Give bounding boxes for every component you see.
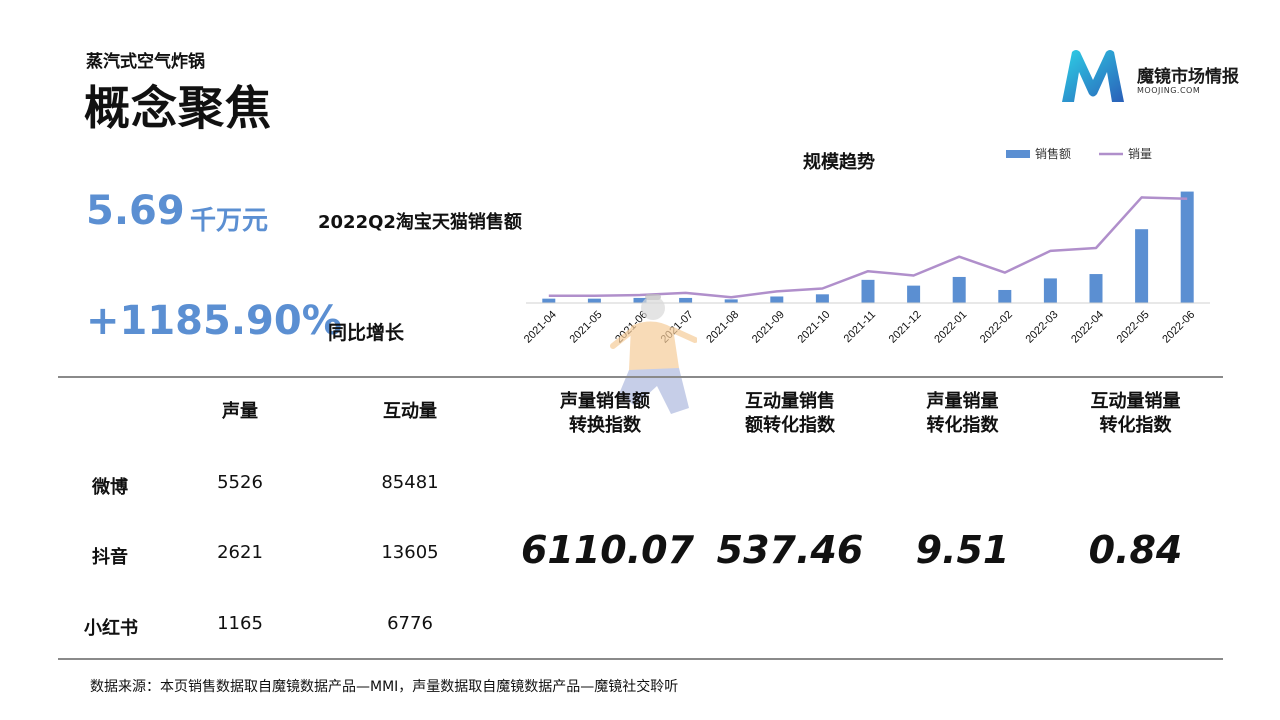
index-1-value: 6110.07 bbox=[520, 528, 695, 572]
bar-sales-2022-04 bbox=[1089, 274, 1103, 303]
weibo-interaction: 85481 bbox=[381, 472, 439, 493]
x-tick-label: 2022-04 bbox=[1069, 309, 1106, 346]
x-tick-label: 2021-08 bbox=[704, 309, 741, 346]
index-2-label-line1: 互动量销售 bbox=[745, 391, 835, 412]
x-tick-label: 2022-02 bbox=[978, 309, 1015, 346]
index-3-value: 9.51 bbox=[915, 528, 1010, 572]
x-tick-label: 2022-01 bbox=[932, 309, 969, 346]
bar-sales-2021-05 bbox=[587, 298, 601, 303]
index-header-2: 互动量销售 额转化指数 bbox=[710, 390, 870, 438]
xiaohongshu-voice: 1165 bbox=[217, 613, 263, 634]
index-1-label-line1: 声量销售额 bbox=[560, 391, 650, 412]
bottom-divider bbox=[58, 658, 1223, 660]
brand-logo: 魔镜市场情报 MOOJING.COM bbox=[1058, 46, 1258, 106]
legend-label-volume: 销量 bbox=[1128, 147, 1152, 161]
index-2-value: 537.46 bbox=[716, 528, 864, 572]
sales-value: 5.69 bbox=[86, 188, 185, 234]
page-title: 概念聚焦 bbox=[84, 81, 272, 135]
bar-sales-2021-06 bbox=[633, 297, 647, 303]
index-4-value: 0.84 bbox=[1088, 528, 1183, 572]
platform-xiaohongshu: 小红书 bbox=[84, 618, 138, 639]
index-4-label-line1: 互动量销量 bbox=[1090, 391, 1181, 412]
index-1-label-line2: 转换指数 bbox=[569, 415, 641, 436]
platform-weibo: 微博 bbox=[92, 477, 128, 498]
col-header-voice: 声量 bbox=[222, 401, 258, 422]
index-header-3: 声量销量 转化指数 bbox=[885, 390, 1040, 438]
weibo-voice: 5526 bbox=[217, 472, 263, 493]
page-subtitle: 蒸汽式空气炸锅 bbox=[86, 52, 205, 72]
trend-chart: 2021-042021-052021-062021-072021-082021-… bbox=[522, 146, 1210, 346]
bar-sales-2021-12 bbox=[907, 285, 921, 303]
x-tick-label: 2021-10 bbox=[795, 309, 832, 346]
index-3-label-line2: 转化指数 bbox=[926, 415, 999, 436]
chart-title: 规模趋势 bbox=[803, 152, 875, 173]
logo-url: MOOJING.COM bbox=[1137, 86, 1201, 95]
bar-sales-2022-03 bbox=[1043, 278, 1057, 303]
person-illustration bbox=[610, 294, 697, 414]
x-tick-label: 2021-05 bbox=[567, 309, 604, 346]
xiaohongshu-interaction: 6776 bbox=[387, 613, 433, 634]
top-divider bbox=[58, 376, 1223, 378]
x-tick-label: 2021-09 bbox=[750, 309, 787, 346]
bar-sales-2022-02 bbox=[998, 289, 1012, 303]
bar-sales-2021-04 bbox=[542, 298, 556, 303]
x-tick-label: 2022-05 bbox=[1115, 309, 1152, 346]
x-tick-label: 2022-03 bbox=[1023, 309, 1060, 346]
legend-label-sales: 销售额 bbox=[1035, 146, 1071, 161]
index-header-1: 声量销售额 转换指数 bbox=[525, 390, 685, 438]
growth-value: +1185.90% bbox=[86, 298, 342, 344]
growth-label: 同比增长 bbox=[328, 322, 405, 344]
douyin-interaction: 13605 bbox=[381, 542, 439, 563]
douyin-voice: 2621 bbox=[217, 542, 263, 563]
sales-unit: 千万元 bbox=[190, 206, 269, 236]
bar-sales-2021-10 bbox=[815, 294, 829, 303]
bar-sales-2021-08 bbox=[724, 299, 738, 303]
x-tick-label: 2021-12 bbox=[887, 309, 924, 346]
x-tick-label: 2021-11 bbox=[842, 309, 878, 345]
platform-douyin: 抖音 bbox=[92, 547, 128, 568]
x-tick-label: 2021-04 bbox=[522, 309, 559, 346]
bar-sales-2021-11 bbox=[861, 279, 875, 303]
sales-label: 2022Q2淘宝天猫销售额 bbox=[318, 212, 522, 233]
m-logo-icon bbox=[1062, 50, 1124, 102]
index-4-label-line2: 转化指数 bbox=[1099, 415, 1172, 436]
index-header-4: 互动量销量 转化指数 bbox=[1058, 390, 1213, 438]
logo-name: 魔镜市场情报 bbox=[1137, 67, 1239, 87]
col-header-interaction: 互动量 bbox=[383, 401, 437, 422]
bar-sales-2022-05 bbox=[1135, 229, 1149, 303]
x-tick-label: 2022-06 bbox=[1160, 309, 1197, 346]
bar-sales-2022-01 bbox=[952, 276, 966, 303]
legend-swatch-sales bbox=[1006, 150, 1030, 158]
bar-sales-2021-09 bbox=[770, 296, 784, 303]
bar-sales-2022-06 bbox=[1180, 191, 1194, 303]
data-source-note: 数据来源：本页销售数据取自魔镜数据产品—MMI，声量数据取自魔镜数据产品—魔镜社… bbox=[90, 679, 679, 695]
index-2-label-line2: 额转化指数 bbox=[745, 415, 835, 436]
bar-sales-2021-07 bbox=[679, 297, 693, 303]
index-3-label-line1: 声量销量 bbox=[926, 391, 999, 412]
